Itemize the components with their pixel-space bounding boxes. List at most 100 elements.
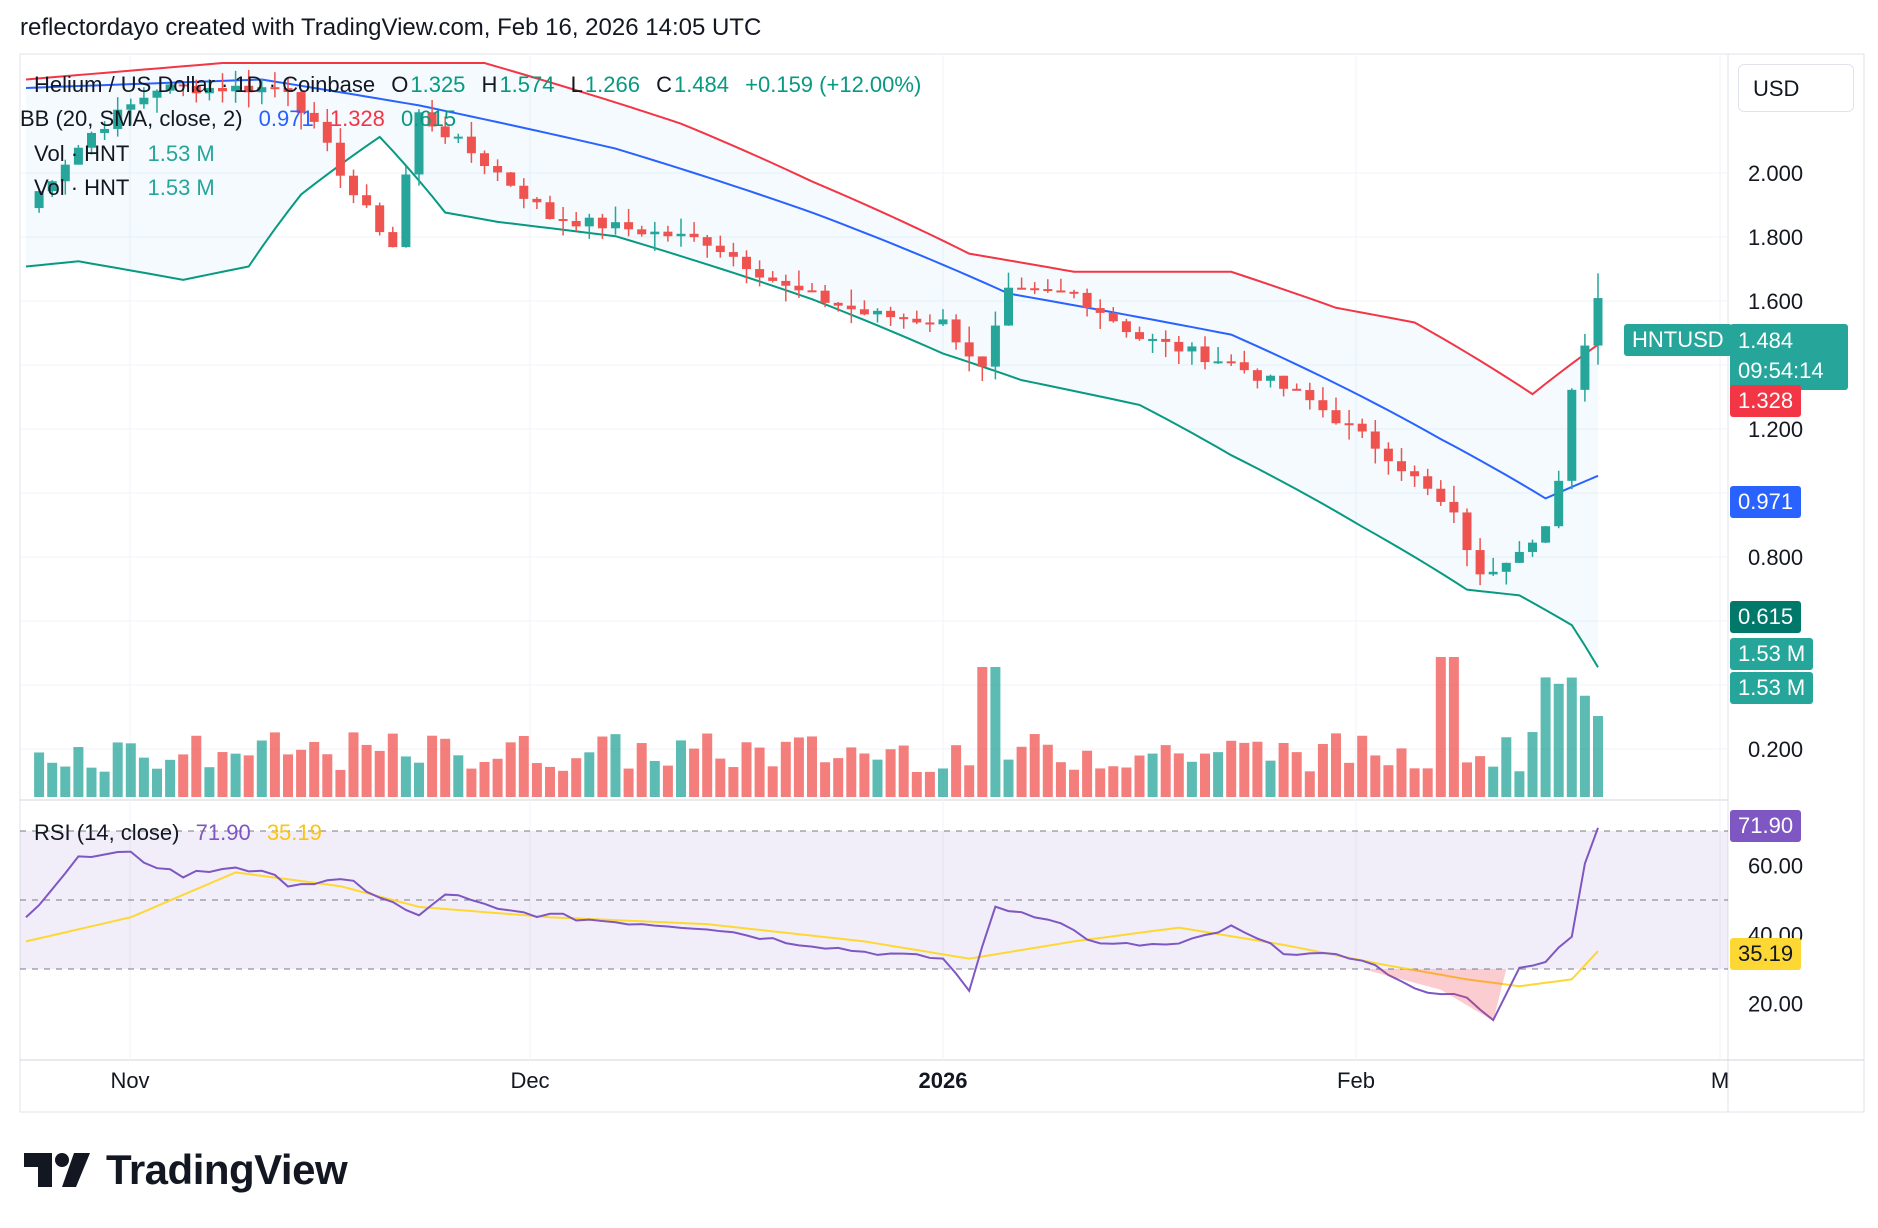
currency-selector[interactable]: USD	[1738, 64, 1854, 112]
candle-body	[689, 233, 699, 238]
volume-bar	[1409, 768, 1420, 797]
bb-upper-line	[25, 62, 1599, 396]
candle-body	[1514, 551, 1524, 563]
symbol-legend: Helium / US Dollar · 1D · Coinbase O1.32…	[34, 72, 923, 98]
volume-bar	[243, 755, 254, 797]
candle-body	[912, 318, 922, 323]
candle-body	[466, 136, 476, 154]
volume-bar	[597, 736, 608, 797]
volume-bar	[571, 758, 582, 797]
rsi-badge: 71.90	[1730, 810, 1802, 842]
candle-body	[1397, 461, 1406, 472]
candle-body	[480, 153, 489, 167]
candle-body	[191, 85, 201, 94]
candle-body	[859, 309, 869, 315]
candle-body	[742, 256, 751, 270]
candle-body	[1410, 471, 1420, 477]
candle-body	[990, 325, 1000, 367]
candle-body	[388, 232, 398, 248]
candle-body	[309, 112, 319, 122]
candle-body	[1593, 298, 1603, 346]
volume-bar	[1069, 769, 1079, 797]
bb-legend[interactable]: BB (20, SMA, close, 2) 0.971 1.328 0.615	[20, 106, 458, 132]
volume-bar	[348, 732, 359, 797]
candle-body	[1082, 292, 1092, 309]
volume-value-2: 1.53 M	[147, 175, 215, 200]
candle-body	[1436, 488, 1446, 502]
price-tick-label: 2.000	[1748, 161, 1803, 186]
candle-body	[1161, 338, 1171, 342]
rsi-legend[interactable]: RSI (14, close) 71.90 35.19	[34, 820, 324, 846]
tradingview-logo[interactable]: TradingView	[24, 1146, 348, 1194]
symbol-title: Helium / US Dollar · 1D · Coinbase	[34, 72, 376, 97]
candle-body	[1174, 341, 1184, 352]
candle-body	[362, 195, 372, 206]
candle-body	[1488, 571, 1498, 575]
bb-lower-badge: 0.615	[1730, 601, 1802, 633]
volume-bar	[309, 741, 320, 797]
volume-bar	[361, 744, 372, 797]
candle-body	[584, 217, 594, 227]
time-tick-label: Nov	[110, 1068, 149, 1093]
candle-body	[427, 112, 437, 127]
candle-body	[637, 229, 647, 235]
bb-lower-line	[25, 135, 1599, 668]
price-tick-label: 0.800	[1748, 545, 1803, 570]
candle-body	[571, 220, 581, 227]
chart-frame	[19, 53, 1865, 1113]
candle-body	[100, 128, 110, 133]
volume-bar	[1291, 752, 1302, 797]
candle-body	[244, 85, 254, 93]
candle-body	[60, 164, 70, 182]
volume-bar	[977, 667, 988, 797]
bb-lower-value: 0.615	[401, 106, 457, 131]
volume-bar	[86, 767, 97, 797]
rsi-value: 71.90	[195, 820, 251, 845]
candle-body	[139, 97, 149, 105]
volume-bar	[1173, 753, 1184, 797]
candle-body	[34, 191, 44, 209]
candle-body	[257, 87, 267, 93]
volume-bar	[335, 769, 346, 797]
candle-body	[349, 175, 358, 196]
ohlc-change: +0.159 (+12.00%)	[745, 72, 922, 97]
volume-bar	[545, 766, 555, 797]
volume-bar	[453, 755, 464, 797]
volume-bar	[505, 742, 516, 797]
volume-bar	[1016, 746, 1027, 797]
candle-body	[47, 181, 57, 192]
bb-basis-badge: 0.971	[1730, 486, 1802, 518]
volume-bar	[414, 762, 424, 797]
volume-bar	[1082, 750, 1093, 797]
candle-body	[1030, 288, 1040, 291]
volume-legend-2[interactable]: Vol · HNT 1.53 M	[34, 175, 217, 201]
volume-bar	[676, 740, 686, 797]
volume-bar	[387, 733, 398, 797]
candle-body	[1462, 512, 1472, 551]
candle-body	[545, 202, 555, 220]
last-price: 1.484	[1738, 328, 1794, 353]
candle-body	[296, 92, 306, 113]
volume-bar	[1108, 766, 1119, 797]
volume-badge-2: 1.53 M	[1730, 672, 1814, 704]
candle-body	[218, 87, 227, 92]
candle-body	[1475, 550, 1485, 575]
volume-legend-1[interactable]: Vol · HNT 1.53 M	[34, 141, 217, 167]
candle-body	[807, 290, 817, 293]
volume-bar	[885, 749, 896, 797]
candle-body	[322, 121, 332, 143]
candle-body	[1043, 289, 1053, 292]
volume-bar	[1095, 768, 1106, 797]
candle-body	[1344, 423, 1354, 426]
candle-body	[964, 342, 974, 357]
volume-bar	[531, 763, 542, 797]
candle-body	[335, 142, 345, 176]
candle-body	[1056, 290, 1066, 293]
candle-body	[728, 252, 738, 257]
candle-body	[1239, 362, 1249, 371]
volume-bar	[1160, 745, 1171, 797]
volume-bar	[1514, 771, 1525, 797]
volume-bar	[1134, 755, 1145, 797]
volume-bar	[1383, 765, 1394, 797]
